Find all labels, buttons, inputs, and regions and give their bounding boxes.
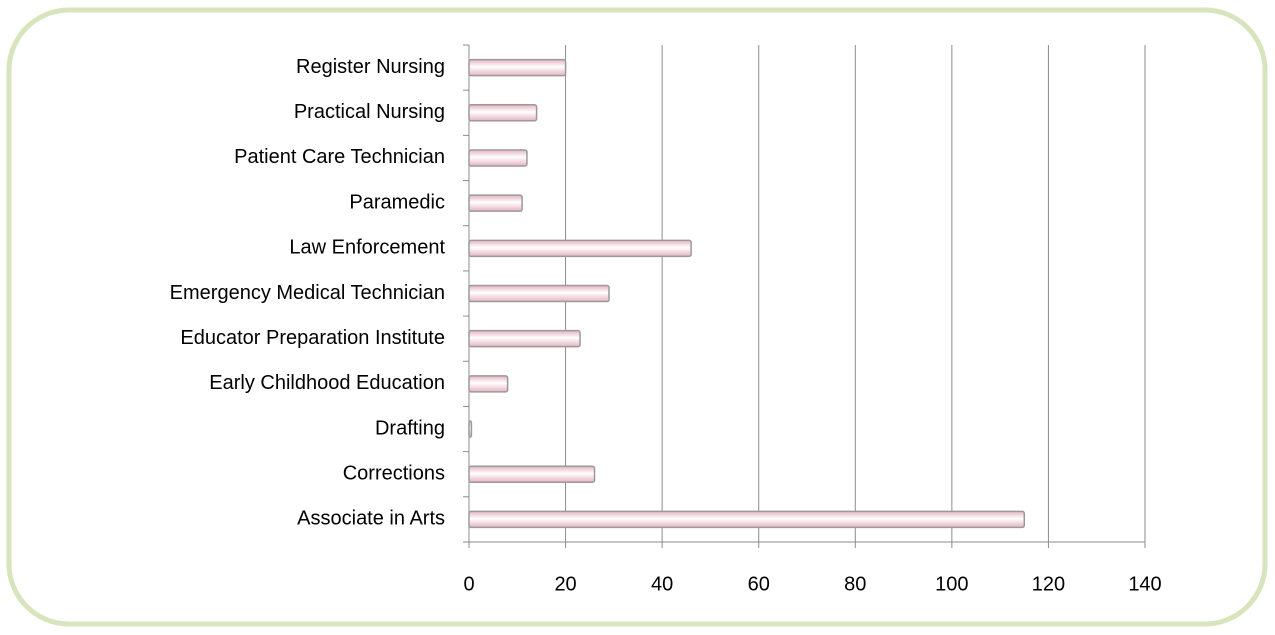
bar bbox=[468, 284, 610, 303]
x-tick-label: 140 bbox=[1128, 573, 1161, 595]
bar bbox=[468, 149, 528, 167]
x-tick-label: 0 bbox=[463, 573, 474, 595]
frame bbox=[6, 7, 1268, 627]
y-tick-label: Early Childhood Education bbox=[209, 372, 445, 394]
x-tick-label: 120 bbox=[1032, 573, 1065, 595]
bar bbox=[468, 58, 567, 77]
bar bbox=[468, 329, 581, 348]
y-tick-label: Practical Nursing bbox=[294, 101, 445, 123]
y-tick-label: Corrections bbox=[343, 463, 445, 485]
y-tick-label: Law Enforcement bbox=[289, 237, 445, 259]
bar bbox=[468, 375, 509, 393]
y-tick-label: Associate in Arts bbox=[297, 508, 445, 530]
x-tick-label: 40 bbox=[651, 573, 673, 595]
bar bbox=[468, 104, 538, 122]
bar bbox=[468, 194, 523, 212]
x-tick-label: 100 bbox=[935, 573, 968, 595]
y-tick-label: Paramedic bbox=[349, 191, 445, 213]
bar bbox=[468, 465, 596, 483]
y-tick-label: Register Nursing bbox=[296, 56, 445, 78]
bar bbox=[468, 239, 692, 258]
y-tick-label: Educator Preparation Institute bbox=[180, 327, 445, 349]
y-tick-label: Emergency Medical Technician bbox=[170, 282, 445, 304]
y-tick-label: Drafting bbox=[375, 417, 445, 439]
y-tick-label: Patient Care Technician bbox=[234, 146, 445, 168]
x-tick-label: 60 bbox=[748, 573, 770, 595]
bar bbox=[468, 510, 1026, 529]
bar bbox=[468, 420, 473, 438]
x-tick-label: 20 bbox=[554, 573, 576, 595]
x-tick-label: 80 bbox=[844, 573, 866, 595]
